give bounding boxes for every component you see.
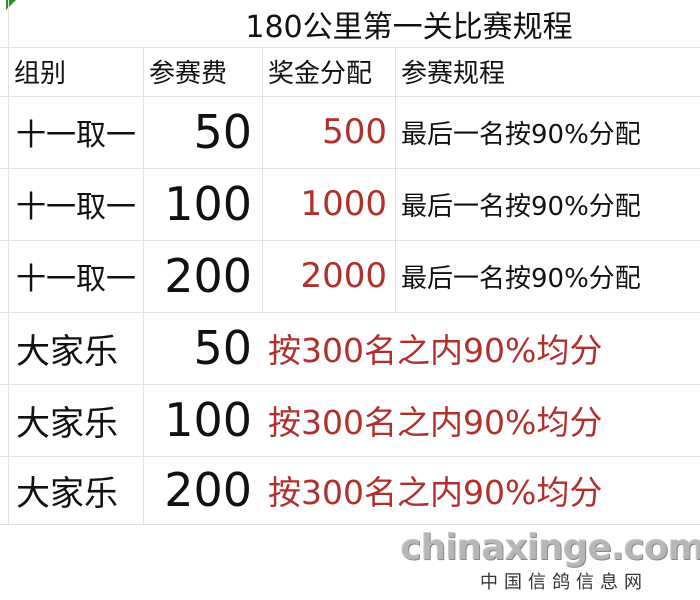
cell-fee[interactable]: 200 — [164, 463, 252, 517]
cell-group[interactable]: 大家乐 — [16, 331, 118, 372]
cell-fee[interactable]: 50 — [193, 105, 252, 159]
gridline — [0, 96, 700, 97]
gridline — [0, 384, 700, 385]
gridline — [8, 0, 9, 524]
header-fee[interactable]: 参赛费 — [149, 59, 228, 89]
cell-group[interactable]: 十一取一 — [16, 262, 136, 297]
cell-rule[interactable]: 最后一名按90%分配 — [401, 263, 641, 294]
cell-fee[interactable]: 100 — [164, 177, 252, 231]
cell-rule[interactable]: 最后一名按90%分配 — [401, 119, 641, 150]
gridline — [0, 312, 700, 313]
cell-prize[interactable]: 1000 — [300, 184, 387, 224]
watermark-logo: chinaxinge.com — [400, 527, 700, 568]
cell-group[interactable]: 大家乐 — [16, 473, 118, 514]
cell-rule-merged[interactable]: 按300名之内90%均分 — [268, 403, 603, 442]
cell-rule[interactable]: 最后一名按90%分配 — [401, 191, 641, 222]
header-prize[interactable]: 奖金分配 — [268, 59, 373, 89]
gridline — [0, 524, 700, 525]
cell-fee[interactable]: 50 — [193, 321, 252, 375]
cell-fee[interactable]: 200 — [164, 249, 252, 303]
watermark-subtitle: 中国信鸽信息网 — [480, 572, 648, 593]
cell-prize[interactable]: 500 — [322, 112, 387, 152]
gridline — [0, 47, 700, 48]
gridline — [0, 168, 700, 169]
cell-group[interactable]: 十一取一 — [16, 118, 136, 153]
cell-prize[interactable]: 2000 — [300, 256, 387, 296]
cell-group[interactable]: 大家乐 — [16, 403, 118, 444]
cell-group[interactable]: 十一取一 — [16, 190, 136, 225]
gridline — [143, 47, 144, 524]
sheet-title[interactable]: 180公里第一关比赛规程 — [245, 9, 573, 45]
header-group[interactable]: 组别 — [14, 59, 67, 89]
cell-rule-merged[interactable]: 按300名之内90%均分 — [268, 473, 603, 512]
gridline — [0, 240, 700, 241]
header-rule[interactable]: 参赛规程 — [401, 59, 506, 89]
cell-fee[interactable]: 100 — [164, 393, 252, 447]
cell-rule-merged[interactable]: 按300名之内90%均分 — [268, 331, 603, 370]
gridline — [0, 456, 700, 457]
gridline — [262, 47, 263, 312]
gridline — [395, 47, 396, 312]
cell-corner-marker — [6, 0, 16, 10]
